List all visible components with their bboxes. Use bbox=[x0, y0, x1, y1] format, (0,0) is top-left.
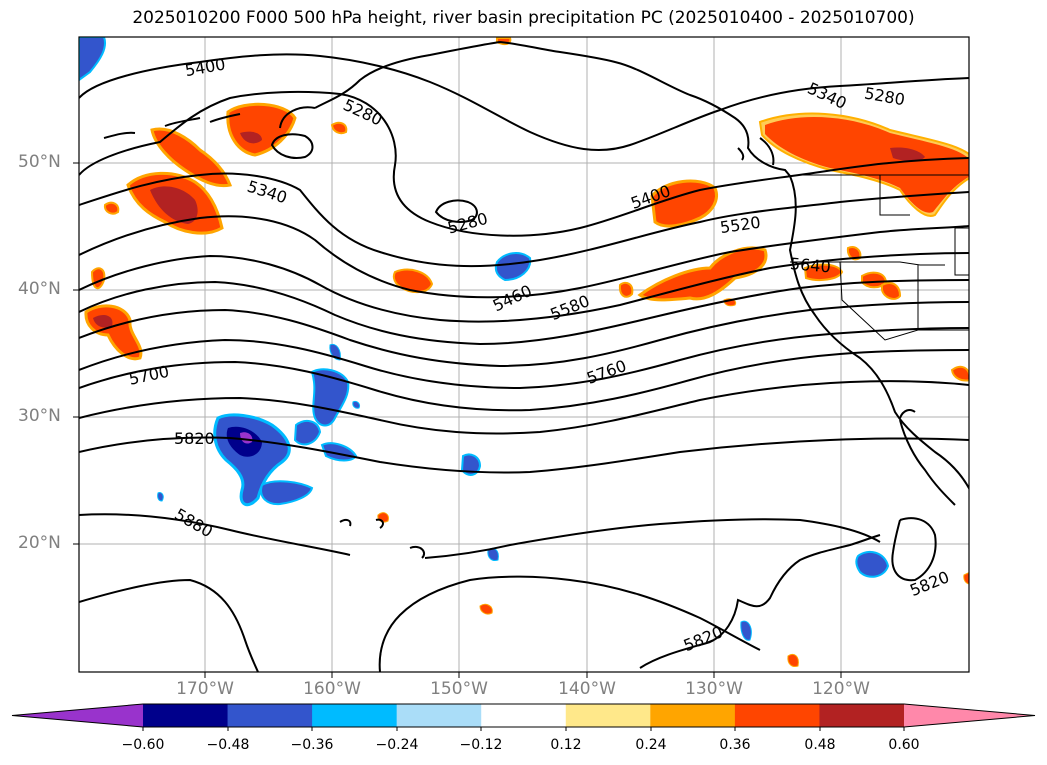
precip-positive-area bbox=[103, 201, 120, 215]
colorbar-tick-label: −0.36 bbox=[290, 737, 334, 753]
precip-positive-area bbox=[226, 102, 297, 157]
colorbar-tick-label: 0.36 bbox=[719, 737, 751, 753]
colorbar-tick-label: −0.12 bbox=[459, 737, 503, 753]
precip-positive-area bbox=[330, 121, 348, 135]
precip-negative-area bbox=[460, 453, 482, 476]
precip-positive-area bbox=[803, 263, 844, 281]
contour-label: 5820 bbox=[174, 429, 215, 448]
lat-label: 20°N bbox=[18, 533, 61, 553]
lon-label: 120°W bbox=[812, 679, 870, 699]
height-contours bbox=[79, 53, 969, 672]
precip-positive-area bbox=[637, 246, 768, 302]
lat-label: 30°N bbox=[18, 406, 61, 426]
precip-positive-area bbox=[618, 281, 634, 298]
precip-negative-area bbox=[740, 620, 752, 641]
lon-label: 160°W bbox=[303, 679, 361, 699]
precip-negative-area bbox=[855, 550, 890, 578]
precip-negative-area bbox=[329, 343, 341, 361]
precip-positive-area bbox=[787, 653, 799, 667]
colorbar-tick-label: −0.60 bbox=[121, 737, 165, 753]
lat-label: 40°N bbox=[18, 279, 61, 299]
precip-positive-area bbox=[377, 512, 389, 523]
lon-label: 170°W bbox=[176, 679, 234, 699]
precip-negative-area bbox=[293, 419, 322, 446]
lon-label: 130°W bbox=[685, 679, 743, 699]
precip-positive-area bbox=[890, 147, 925, 162]
coastlines bbox=[103, 41, 969, 669]
colorbar-tick-label: 0.60 bbox=[888, 737, 920, 753]
colorbar-tick-label: −0.24 bbox=[375, 737, 419, 753]
precip-positive-area bbox=[881, 282, 902, 300]
colorbar-tick-label: 0.48 bbox=[804, 737, 836, 753]
precip-positive-area bbox=[150, 127, 233, 188]
precip-negative-area bbox=[79, 37, 106, 82]
precip-positive-area bbox=[950, 365, 969, 382]
lat-label: 50°N bbox=[18, 152, 61, 172]
precip-negative-area bbox=[352, 401, 360, 409]
colorbar-tick-label: 0.24 bbox=[635, 737, 667, 753]
precip-negative-area bbox=[260, 480, 314, 506]
precip-positive-area bbox=[963, 571, 969, 585]
precip-positive-area bbox=[150, 186, 198, 224]
map-frame bbox=[78, 36, 970, 673]
precip-positive-area bbox=[93, 314, 113, 328]
precip-positive-area bbox=[479, 603, 493, 615]
lon-label: 140°W bbox=[558, 679, 616, 699]
contour-label: 5640 bbox=[789, 254, 831, 276]
precip-negative-area bbox=[157, 492, 164, 502]
precip-positive-area bbox=[90, 267, 106, 290]
colorbar-tick-label: −0.48 bbox=[206, 737, 250, 753]
precip-negative-area bbox=[494, 252, 532, 282]
colorbar-tick-label: 0.12 bbox=[550, 737, 582, 753]
precip-positive-area bbox=[650, 179, 718, 228]
map-title: 2025010200 F000 500 hPa height, river ba… bbox=[132, 8, 915, 28]
precip-positive-area bbox=[240, 131, 262, 144]
political-borders bbox=[790, 174, 969, 341]
lon-label: 150°W bbox=[430, 679, 488, 699]
